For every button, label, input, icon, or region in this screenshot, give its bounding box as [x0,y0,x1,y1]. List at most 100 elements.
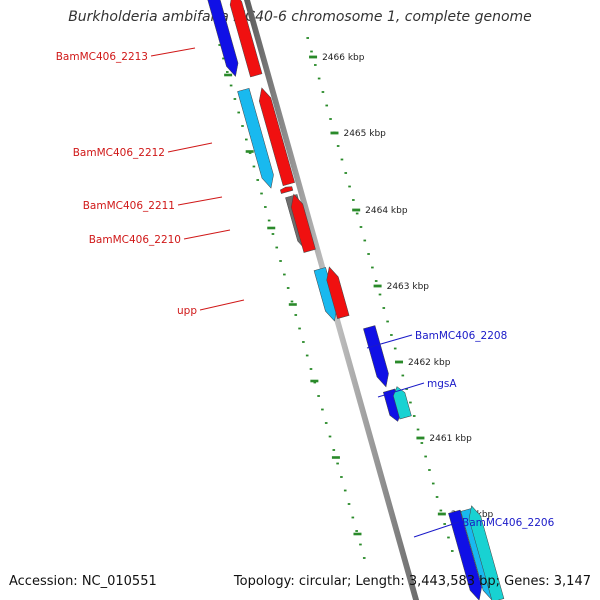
minor-tick [332,449,336,451]
tick-layer: 2466 kbp 2465 kbp 2464 kbp 2463 kbp 2462 kbp… [218,37,494,559]
minor-tick [340,158,344,161]
minor-tick [424,455,427,458]
map-title: Burkholderia ambifaria MC40-6 chromosome… [68,9,532,25]
kbp-tick-label: 2462 kbp [408,358,451,368]
gene-label[interactable]: BamMC406_2211 [83,200,175,212]
minor-tick [329,118,332,120]
minor-tick [359,543,362,546]
gene-arrow[interactable] [323,265,350,319]
minor-tick [363,239,367,242]
major-tick [224,73,233,77]
minor-tick [290,300,294,303]
minor-tick [401,374,405,377]
minor-tick [260,192,263,195]
kbp-tick [309,55,318,59]
gene-arrow[interactable] [256,86,295,187]
kbp-tick [416,436,425,440]
minor-tick [245,138,248,141]
minor-tick [378,293,382,296]
kbp-tick-label: 2466 kbp [322,53,365,63]
label-leader-line [413,521,460,538]
major-tick [267,226,276,230]
label-leader-line [150,47,196,57]
minor-tick [409,401,412,404]
gene-label[interactable]: BamMC406_2213 [56,51,148,63]
minor-tick [271,233,275,235]
gene-arrow[interactable] [227,0,263,78]
gene-arrow[interactable] [288,192,316,253]
minor-tick [275,246,279,249]
minor-tick [351,516,355,519]
minor-tick [393,347,397,350]
kbp-tick [352,208,361,212]
minor-tick [321,408,324,411]
major-tick [245,150,254,153]
kbp-tick-label: 2465 kbp [343,129,386,139]
minor-tick [218,44,221,46]
minor-tick [405,388,408,390]
minor-tick [359,226,363,228]
minor-tick [348,185,351,188]
minor-tick [420,442,424,444]
label-leader-line [366,334,413,349]
minor-tick [294,314,298,316]
kbp-tick-label: 2463 kbp [387,282,430,292]
minor-tick [225,71,229,73]
gene-label[interactable]: BamMC406_2212 [73,147,165,159]
accession-text: Accession: NC_010551 [9,574,157,589]
minor-tick [435,496,439,498]
gene-arrow[interactable] [205,0,241,78]
minor-tick [283,273,286,276]
gene-label[interactable]: upp [177,305,197,317]
major-tick [331,456,340,459]
gene-label[interactable]: BamMC406_2208 [415,330,507,342]
minor-tick [317,395,320,397]
minor-tick [412,415,416,417]
minor-tick [241,125,244,127]
minor-tick [416,428,420,431]
gene-arrow[interactable] [279,185,294,194]
gene-label[interactable]: BamMC406_2206 [462,517,555,529]
minor-tick [314,64,317,66]
gene-arrow[interactable] [448,509,485,600]
minor-tick [386,320,389,323]
minor-tick [371,266,374,269]
minor-tick [309,368,313,370]
labels-layer: BamMC406_2213 BamMC406_2212 BamMC406_2211 B… [56,47,555,538]
minor-tick [302,341,305,343]
gene-arrow[interactable] [466,504,505,600]
minor-tick [382,307,386,309]
label-leader-line [183,229,231,240]
gene-label[interactable]: BamMC406_2210 [89,234,181,246]
minor-tick [305,354,309,357]
minor-tick [347,503,351,505]
gene-arrow[interactable] [391,385,412,420]
minor-tick [367,253,370,255]
minor-tick [310,50,313,53]
minor-tick [343,489,347,492]
minor-tick [336,462,339,465]
minor-tick [443,523,446,525]
minor-tick [336,145,340,147]
minor-tick [222,57,225,60]
kbp-tick [395,360,404,364]
kbp-tick-label: 2461 kbp [429,434,472,444]
minor-tick [328,435,332,438]
minor-tick [313,381,317,384]
gene-arrow[interactable] [237,87,277,189]
minor-tick [229,84,233,87]
minor-tick [306,37,310,39]
minor-tick [325,104,329,107]
gene-arrow[interactable] [363,325,391,389]
minor-tick [286,287,290,289]
label-leader-line [377,382,425,398]
kbp-tick [330,131,339,135]
gene-label[interactable]: mgsA [427,378,457,390]
kbp-tick-label: 2464 kbp [365,206,408,216]
minor-tick [248,152,252,154]
minor-tick [355,530,358,532]
minor-tick [439,509,443,512]
kbp-tick [437,512,446,516]
gene-arrow[interactable] [313,267,340,322]
